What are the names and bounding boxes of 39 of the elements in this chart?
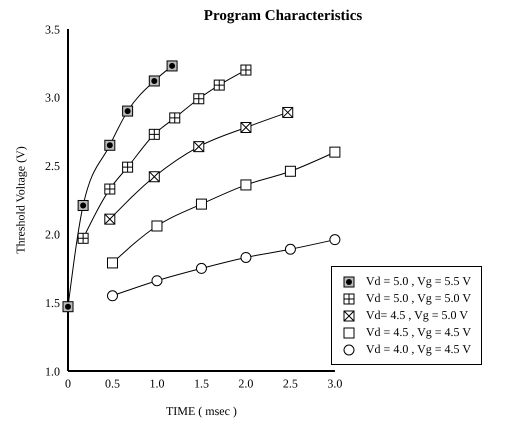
point bbox=[62, 301, 74, 312]
y-tick-label: 3.5 bbox=[45, 22, 60, 36]
point bbox=[78, 200, 89, 211]
point bbox=[284, 166, 296, 177]
point bbox=[122, 106, 134, 117]
legend-label: Vd = 5.0 , Vg = 5.5 V bbox=[366, 274, 471, 289]
point bbox=[284, 244, 296, 255]
y-tick-label: 3.0 bbox=[45, 90, 60, 105]
x-tick-label: 3.0 bbox=[327, 376, 342, 391]
point bbox=[240, 252, 252, 263]
point bbox=[106, 257, 118, 268]
point bbox=[196, 198, 207, 210]
y-tick-label: 2.0 bbox=[45, 227, 60, 242]
point bbox=[151, 220, 162, 232]
legend-label: Vd= 4.5 , Vg = 5.0 V bbox=[366, 308, 468, 323]
y-tick-label: 1.0 bbox=[45, 364, 60, 378]
point bbox=[240, 179, 252, 190]
x-tick-label: 0.5 bbox=[104, 376, 120, 391]
point bbox=[106, 290, 118, 302]
point bbox=[148, 75, 160, 86]
y-tick-label: 2.5 bbox=[45, 159, 60, 174]
point bbox=[329, 234, 340, 246]
x-tick-label: 2.5 bbox=[282, 376, 298, 391]
x-tick-label: 1.0 bbox=[149, 376, 164, 391]
x-tick-label: 2.0 bbox=[238, 376, 254, 391]
legend-label: Vd = 4.5 , Vg = 4.5 V bbox=[366, 325, 471, 340]
x-tick-label: 0 bbox=[65, 376, 71, 391]
point bbox=[329, 146, 340, 158]
point bbox=[196, 262, 207, 274]
point bbox=[151, 275, 162, 286]
legend-label: Vd = 4.0 , Vg = 4.5 V bbox=[366, 342, 471, 357]
y-axis-title: Threshold Voltage (V) bbox=[13, 146, 28, 254]
point bbox=[104, 140, 116, 151]
point bbox=[166, 60, 178, 72]
x-axis-title: TIME ( msec ) bbox=[166, 404, 237, 418]
x-tick-label: 1.5 bbox=[194, 376, 209, 391]
chart-title: Program Characteristics bbox=[202, 8, 364, 25]
y-tick-label: 1.5 bbox=[45, 296, 60, 310]
legend-label: Vd = 5.0 , Vg = 5.0 V bbox=[366, 291, 471, 306]
